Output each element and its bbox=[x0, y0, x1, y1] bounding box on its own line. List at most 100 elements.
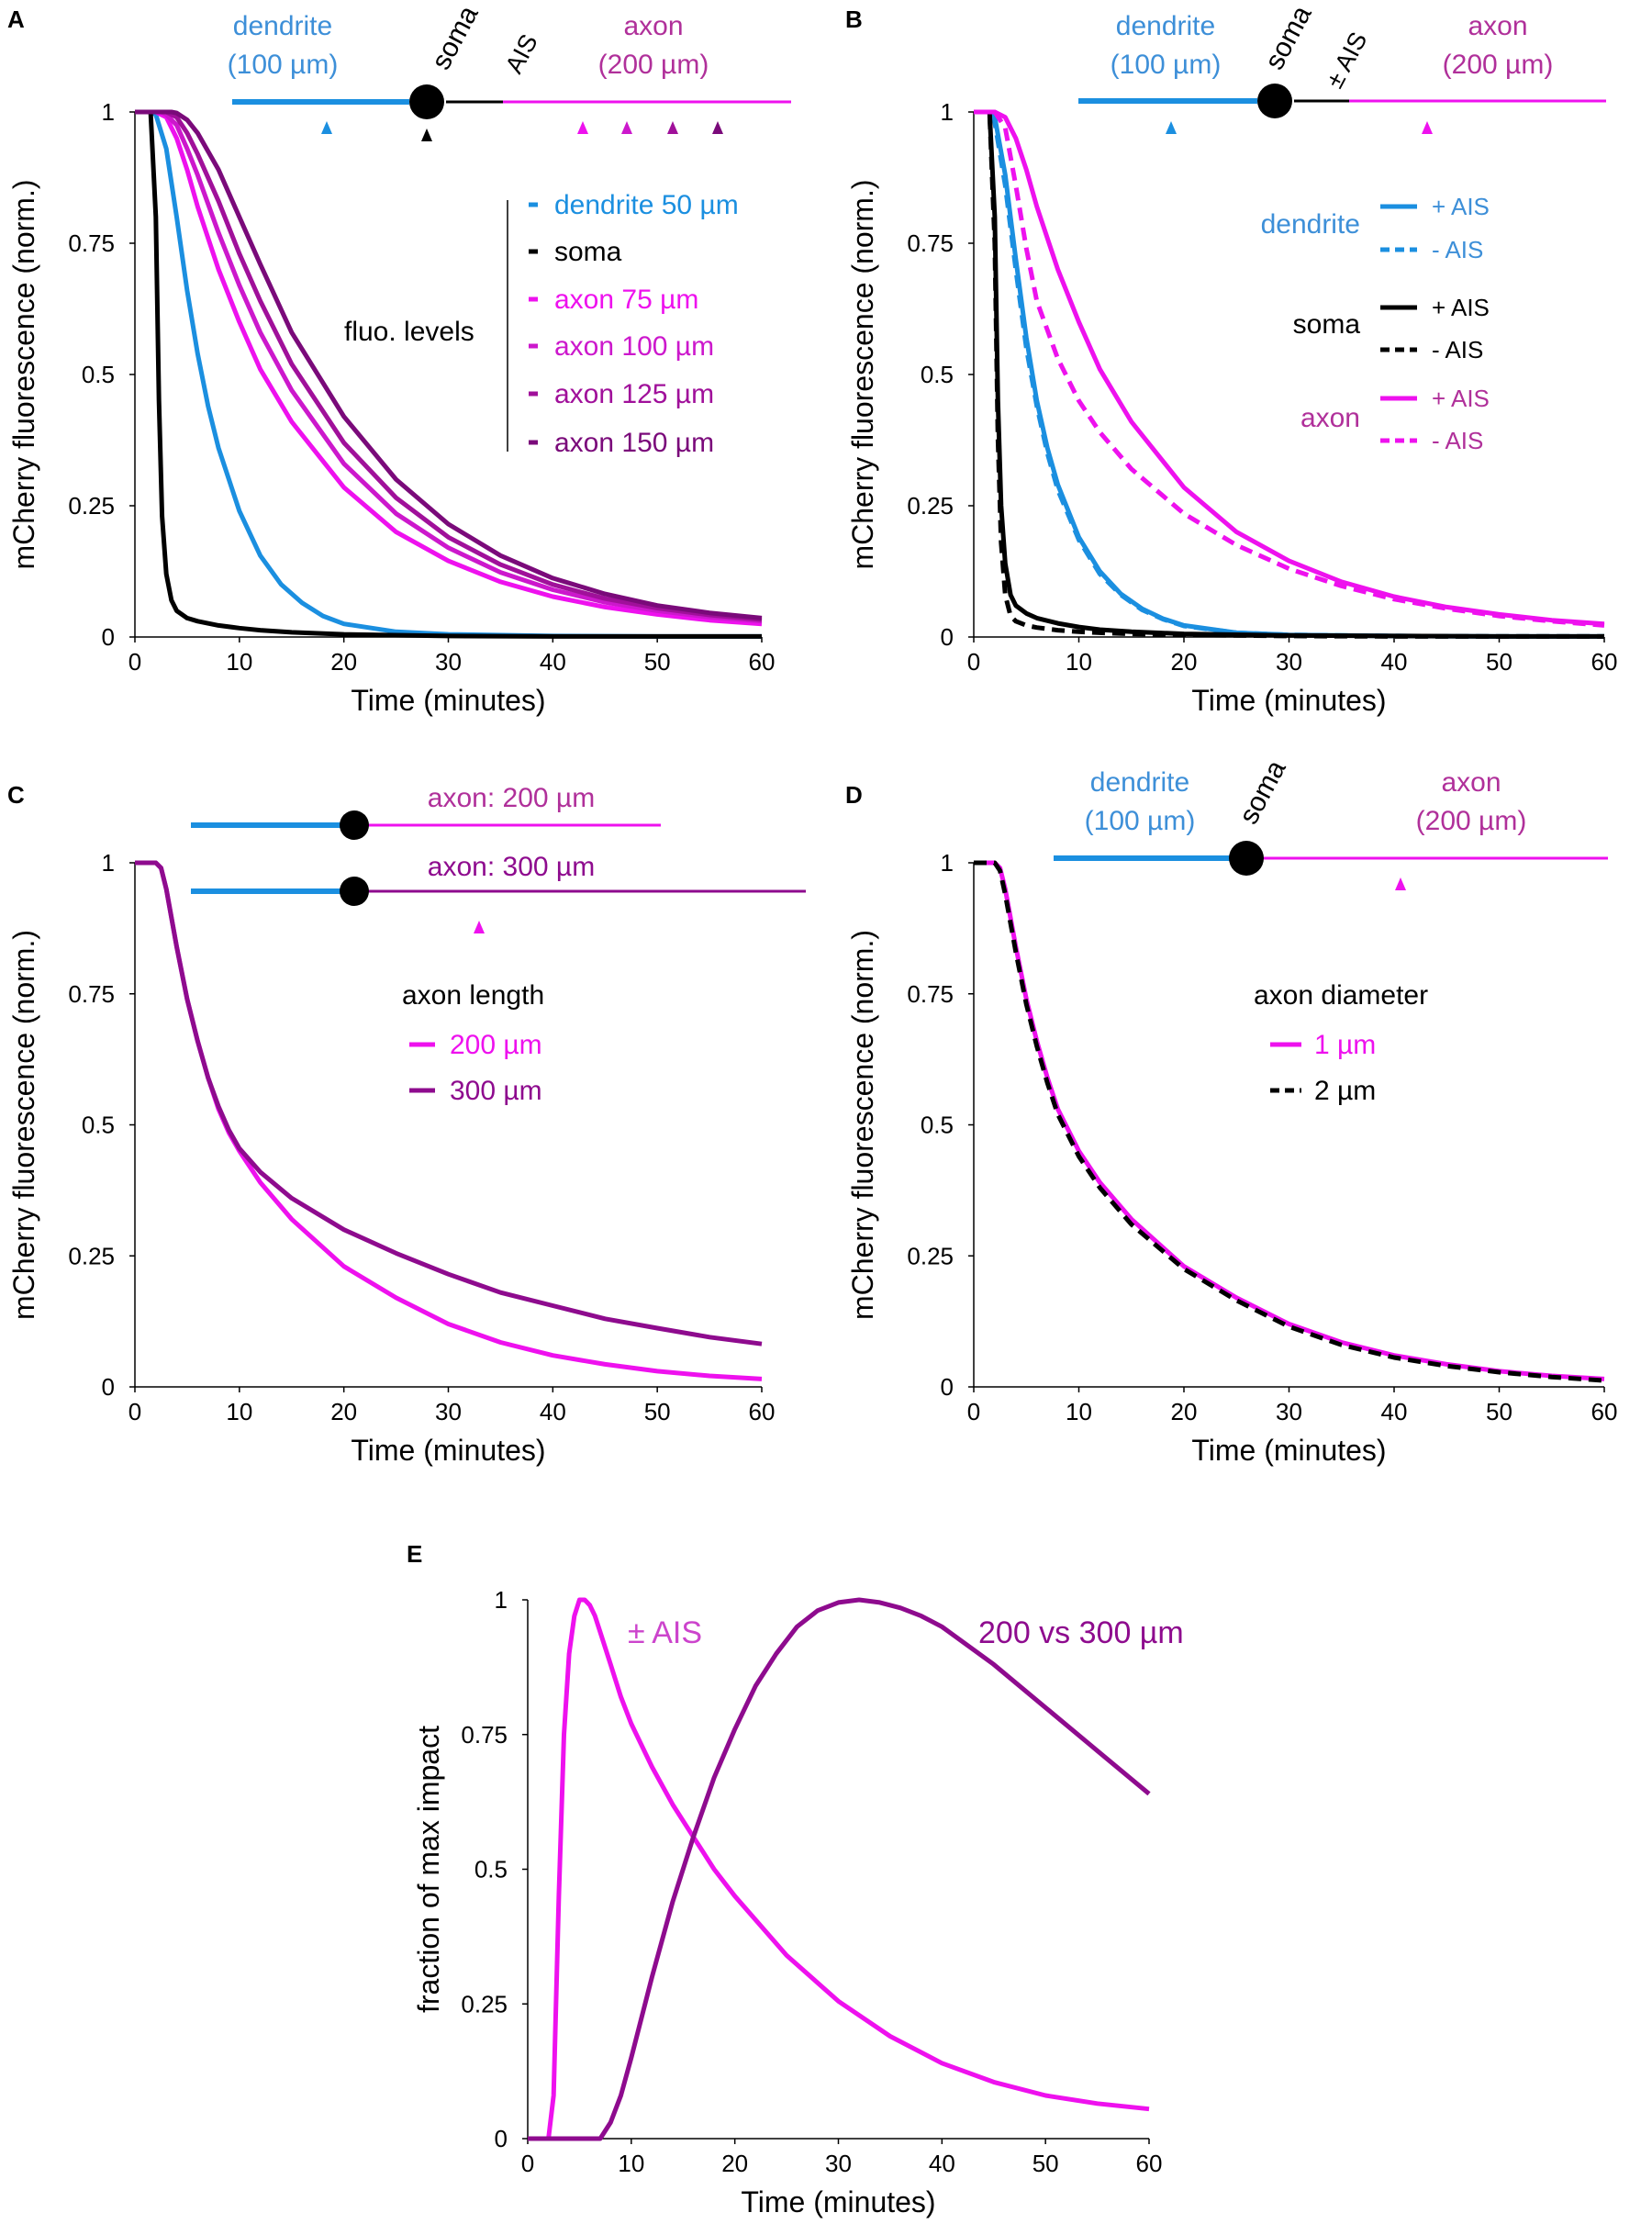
d-axon-label: axon bbox=[1441, 767, 1501, 798]
panel-d-letter: D bbox=[845, 781, 863, 809]
panel-a: A bbox=[7, 6, 25, 33]
y-tick-label: 1 bbox=[495, 1586, 508, 1614]
b-dendrite-label: dendrite bbox=[1116, 11, 1215, 41]
d-legend-label: 2 µm bbox=[1314, 1076, 1376, 1106]
a-marker-axon-150 bbox=[712, 121, 723, 134]
c-marker-axon bbox=[474, 921, 485, 933]
b-legend-plus: + AIS bbox=[1432, 294, 1490, 321]
a-legend-label: soma bbox=[554, 237, 622, 267]
series-line-soma-ais bbox=[974, 109, 1604, 639]
b-soma-circle bbox=[1257, 84, 1292, 118]
panel-e-letter: E bbox=[407, 1540, 422, 1568]
x-tick-label: 10 bbox=[1066, 648, 1092, 676]
y-tick-label: 0.25 bbox=[907, 1242, 954, 1269]
b-legend-group: dendrite bbox=[1261, 209, 1360, 240]
a-legend-title: fluo. levels bbox=[344, 317, 474, 347]
d-legend-label: 1 µm bbox=[1314, 1030, 1376, 1060]
e-label-length: 200 vs 300 µm bbox=[978, 1615, 1184, 1650]
d-soma-label: soma bbox=[1233, 755, 1292, 830]
x-tick-label: 60 bbox=[1591, 648, 1618, 676]
b-marker-axon bbox=[1422, 121, 1433, 134]
e-label-ais: ± AIS bbox=[628, 1615, 702, 1650]
panel-d-schematic: dendrite (100 µm) soma axon (200 µm) bbox=[1054, 755, 1608, 890]
series-line-200-vs-300-m bbox=[528, 1597, 1151, 2141]
a-axon-length: (200 µm) bbox=[598, 50, 709, 80]
d-legend-title: axon diameter bbox=[1254, 980, 1428, 1011]
panel-c-legend: axon length 200 µm 300 µm bbox=[402, 980, 544, 1106]
x-axis-label: Time (minutes) bbox=[1191, 684, 1386, 717]
y-tick-label: 1 bbox=[102, 98, 115, 126]
panel-c-letter: C bbox=[7, 781, 25, 809]
b-legend-minus: - AIS bbox=[1432, 427, 1483, 454]
y-tick-label: 0.5 bbox=[921, 361, 954, 388]
x-tick-label: 50 bbox=[644, 1398, 671, 1425]
y-tick-label: 0.75 bbox=[68, 229, 115, 257]
series-line-dendrite-ais bbox=[974, 109, 1604, 639]
c-axon-200-label: axon: 200 µm bbox=[428, 783, 595, 813]
series-line-axon-125-m bbox=[135, 109, 763, 622]
y-tick-label: 0.5 bbox=[921, 1112, 954, 1139]
x-tick-label: 0 bbox=[128, 648, 141, 676]
panel-b-letter: B bbox=[845, 6, 863, 33]
plot-d: 0 10 20 30 40 50 60 0 0.25 0.5 0.75 1 Time (minutes)… bbox=[846, 849, 1617, 1467]
x-tick-label: 60 bbox=[749, 1398, 776, 1425]
b-axon-label: axon bbox=[1468, 11, 1527, 41]
c-legend-title: axon length bbox=[402, 980, 544, 1011]
d-soma-circle bbox=[1229, 841, 1264, 876]
y-tick-label: 0.75 bbox=[907, 980, 954, 1008]
y-tick-label: 0.75 bbox=[68, 980, 115, 1008]
series-line-2-m bbox=[974, 860, 1605, 1383]
b-axon-length: (200 µm) bbox=[1443, 50, 1554, 80]
series-line-300-m bbox=[135, 860, 763, 1347]
panel-b-schematic: dendrite (100 µm) soma ± AIS axon (200 µ… bbox=[1078, 1, 1606, 134]
series-line--ais bbox=[528, 1597, 1150, 2141]
b-ais-label: ± AIS bbox=[1321, 28, 1373, 93]
plot-c: 0 10 20 30 40 50 60 0 0.25 0.5 0.75 1 Time (minutes)… bbox=[7, 849, 775, 1467]
x-tick-label: 20 bbox=[721, 2150, 748, 2177]
series-line-axon-ais bbox=[974, 109, 1605, 627]
d-marker-axon bbox=[1395, 877, 1406, 890]
x-tick-label: 10 bbox=[1066, 1398, 1092, 1425]
b-marker-dendrite bbox=[1166, 121, 1177, 134]
x-tick-label: 40 bbox=[540, 1398, 566, 1425]
y-tick-label: 0.25 bbox=[907, 492, 954, 520]
y-tick-label: 0.25 bbox=[461, 1990, 508, 2017]
x-tick-label: 40 bbox=[929, 2150, 955, 2177]
x-tick-label: 20 bbox=[330, 1398, 357, 1425]
y-tick-label: 1 bbox=[941, 849, 954, 877]
a-legend-label: axon 75 µm bbox=[554, 285, 698, 315]
a-marker-axon-125 bbox=[667, 121, 678, 134]
b-legend-plus: + AIS bbox=[1432, 193, 1490, 220]
y-axis-label: mCherry fluorescence (norm.) bbox=[7, 180, 40, 570]
plot-b: 0 10 20 30 40 50 60 0 0.25 0.5 0.75 1 Time (minutes)… bbox=[846, 98, 1617, 717]
b-legend-group: soma bbox=[1293, 309, 1361, 340]
panel-e: E bbox=[407, 1540, 422, 1568]
x-tick-label: 50 bbox=[1032, 2150, 1059, 2177]
c-legend-label: 300 µm bbox=[450, 1076, 542, 1106]
panel-c: C bbox=[7, 781, 25, 809]
y-tick-label: 0 bbox=[102, 623, 115, 651]
x-tick-label: 20 bbox=[1171, 1398, 1198, 1425]
x-tick-label: 10 bbox=[618, 2150, 644, 2177]
x-tick-label: 40 bbox=[1381, 1398, 1408, 1425]
x-tick-label: 0 bbox=[967, 1398, 980, 1425]
x-axis-label: Time (minutes) bbox=[351, 684, 545, 717]
panel-d: D bbox=[845, 781, 863, 809]
panel-d-legend: axon diameter 1 µm 2 µm bbox=[1254, 980, 1428, 1106]
x-tick-label: 20 bbox=[330, 648, 357, 676]
plot-e: 0 10 20 30 40 50 60 0 0.25 0.5 0.75 1 Time (minutes)… bbox=[412, 1586, 1162, 2218]
y-tick-label: 0 bbox=[941, 1373, 954, 1401]
series-line-axon-150-m bbox=[135, 109, 763, 620]
panel-a-legend: fluo. levels dendrite 50 µm soma axon 75 µ… bbox=[344, 190, 739, 458]
series-line-axon-ais bbox=[974, 109, 1605, 628]
a-legend-label: axon 125 µm bbox=[554, 379, 714, 409]
x-axis-label: Time (minutes) bbox=[1191, 1434, 1386, 1467]
y-tick-label: 0.25 bbox=[68, 492, 115, 520]
y-tick-label: 1 bbox=[102, 849, 115, 877]
x-tick-label: 50 bbox=[644, 648, 671, 676]
a-legend-label: axon 100 µm bbox=[554, 331, 714, 362]
y-axis-label: mCherry fluorescence (norm.) bbox=[846, 180, 879, 570]
series-line-200-m bbox=[135, 860, 763, 1381]
b-legend-minus: - AIS bbox=[1432, 336, 1483, 363]
x-tick-label: 50 bbox=[1486, 1398, 1512, 1425]
